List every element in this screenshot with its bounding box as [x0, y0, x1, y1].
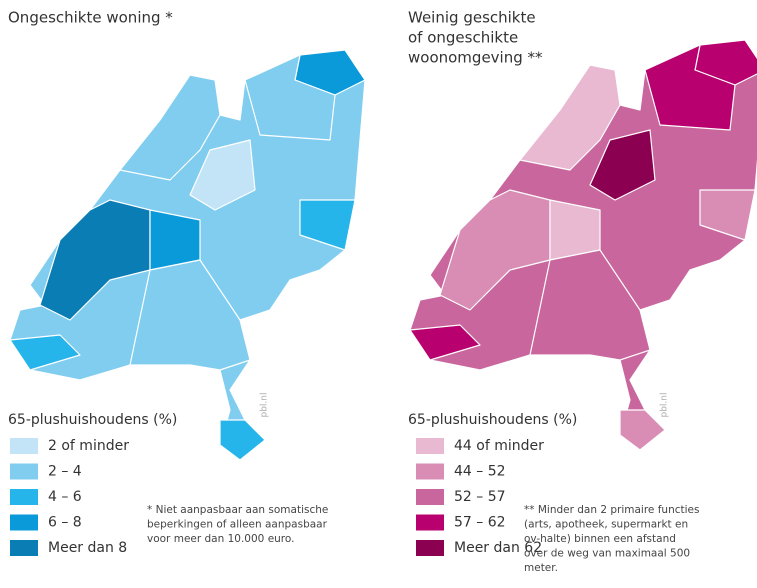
legend-label: 52 – 57: [454, 489, 506, 505]
map-region: [189, 139, 256, 211]
map-region: [219, 419, 266, 461]
map-title: of ongeschikte: [408, 29, 518, 47]
map-region: [644, 44, 736, 131]
footnote: over de weg van maximaal 500: [524, 548, 690, 560]
footnote: beperkingen of alleen aanpasbaar: [147, 519, 328, 531]
credit: pbl.nl: [260, 393, 270, 418]
legend-swatch: [10, 489, 38, 505]
legend-label: 6 – 8: [48, 515, 82, 531]
footnote: (arts, apotheek, supermarkt en: [524, 519, 688, 531]
legend-swatch: [10, 540, 38, 556]
legend-swatch: [416, 463, 444, 480]
map-region: [119, 74, 221, 181]
legend-swatch: [416, 438, 444, 454]
map-region: [299, 199, 356, 251]
footnote: meter.: [524, 562, 558, 574]
legend-label: Meer dan 8: [48, 540, 127, 556]
choropleth-map: [9, 49, 366, 461]
map-region: [409, 324, 481, 361]
footnote: voor meer dan 10.000 euro.: [147, 533, 294, 545]
legend-title: 65-plushuishoudens (%): [408, 412, 577, 428]
map-title: Ongeschikte woning *: [8, 9, 173, 27]
choropleth-map: [409, 39, 757, 451]
map-region: [589, 129, 656, 201]
legend-label: 44 – 52: [454, 464, 506, 480]
map-region: [129, 259, 251, 371]
legend-swatch: [416, 540, 444, 556]
map-title: Weinig geschikte: [408, 9, 536, 27]
legend-label: 44 of minder: [454, 438, 544, 454]
map-region: [519, 64, 621, 171]
map-region: [244, 54, 336, 141]
map-panel: Weinig geschikte of ongeschikte woonomgevi…: [408, 9, 757, 574]
map-title: woonomgeving **: [408, 49, 543, 67]
footnote: ov-halte) binnen een afstand: [524, 533, 676, 545]
footnote: * Niet aanpasbaar aan somatische: [147, 504, 328, 516]
legend-swatch: [416, 514, 444, 531]
map-panel: Ongeschikte woning * pbl.nl 65-plushuishou…: [8, 9, 366, 556]
legend-title: 65-plushuishoudens (%): [8, 412, 177, 428]
map-region: [529, 249, 651, 361]
legend-swatch: [10, 438, 38, 454]
legend-swatch: [10, 514, 38, 531]
legend-label: Meer dan 62: [454, 540, 542, 556]
map-region: [619, 409, 666, 451]
legend-swatch: [10, 463, 38, 480]
footnote: ** Minder dan 2 primaire functies: [524, 504, 699, 516]
legend-swatch: [416, 489, 444, 505]
legend-label: 2 of minder: [48, 438, 129, 454]
legend-label: 57 – 62: [454, 515, 506, 531]
legend-label: 2 – 4: [48, 464, 82, 480]
map-region: [699, 189, 756, 241]
map-region: [9, 334, 81, 371]
legend-label: 4 – 6: [48, 489, 82, 505]
credit: pbl.nl: [660, 393, 670, 418]
